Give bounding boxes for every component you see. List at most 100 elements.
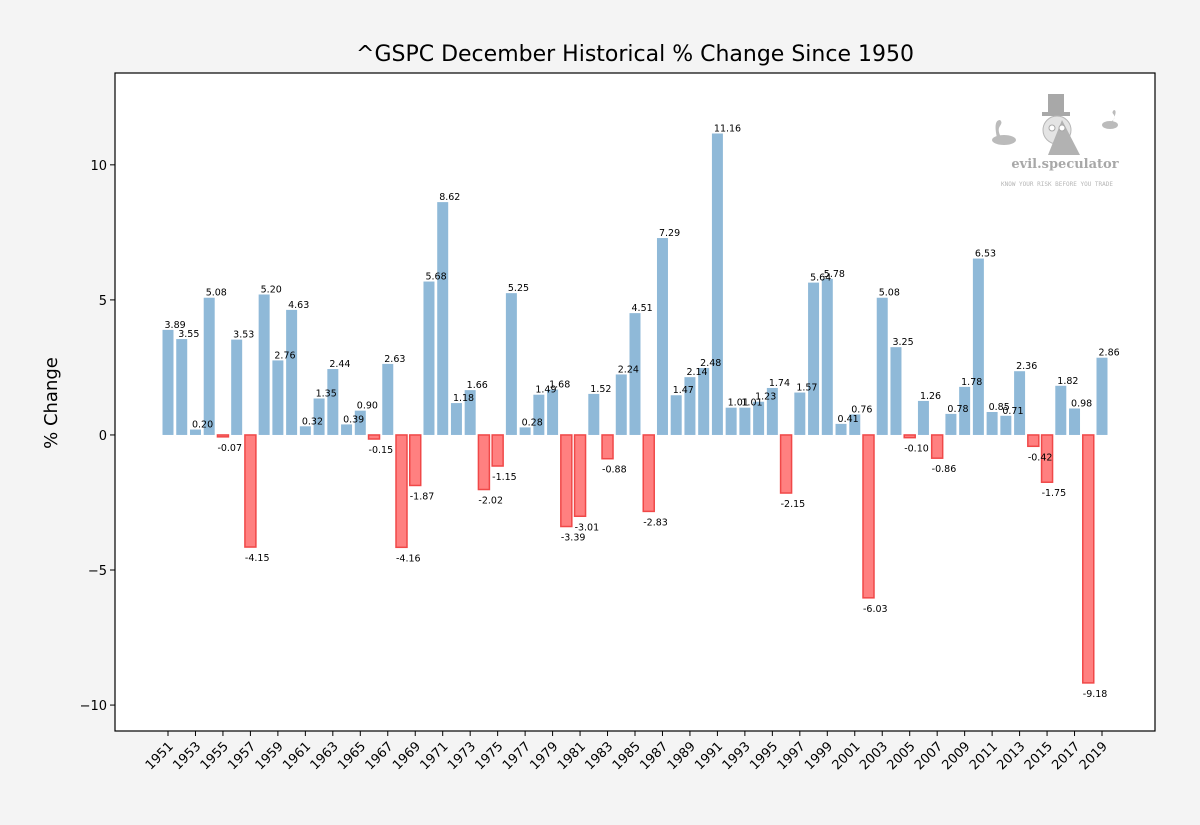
bar-2018 (1082, 434, 1095, 684)
bar-1983 (601, 434, 614, 460)
watermark-tagline: KNOW YOUR RISK BEFORE YOU TRADE (1001, 181, 1113, 188)
data-label-1951: 3.89 (165, 320, 186, 331)
data-label-1984: 2.24 (618, 364, 639, 375)
bar-1988 (670, 395, 682, 435)
y-tick-label: 0 (99, 429, 107, 444)
x-tick-label: 1971 (418, 739, 452, 773)
data-label-1982: 1.52 (590, 384, 611, 395)
data-label-1986: -2.83 (643, 517, 668, 528)
data-label-1957: -4.15 (245, 553, 270, 564)
bar-1996 (779, 434, 793, 494)
bar-1975 (491, 434, 504, 467)
bar-1952 (176, 339, 188, 435)
plot-frame (114, 72, 1156, 732)
bar-1964 (341, 424, 353, 435)
bar-1966 (367, 434, 381, 440)
data-label-2016: 1.82 (1057, 376, 1078, 387)
x-tick-label: 1953 (170, 739, 204, 773)
data-label-1973: 1.66 (467, 380, 488, 391)
bar-1965 (354, 410, 366, 435)
data-label-1970: 5.68 (425, 272, 446, 283)
x-tick-label: 1961 (280, 739, 314, 773)
bar-1961 (299, 426, 311, 435)
bar-1962 (313, 398, 325, 435)
bar-1967 (382, 363, 394, 435)
bar-1954 (203, 297, 215, 435)
x-tick-label: 1977 (500, 739, 534, 773)
x-tick-label: 1987 (637, 739, 671, 773)
data-label-1963: 2.44 (329, 359, 350, 370)
y-axis-label: % Change (41, 357, 62, 449)
x-tick-label: 1985 (610, 739, 644, 773)
data-label-2010: 6.53 (975, 249, 996, 260)
bar-2016 (1055, 385, 1067, 435)
x-tick-label: 1989 (665, 739, 699, 773)
bar-1992 (725, 407, 737, 435)
data-label-1995: 1.74 (769, 378, 790, 389)
bar-1982 (588, 393, 600, 435)
x-tick-label: 1973 (445, 739, 479, 773)
bar-1981 (573, 434, 587, 518)
data-label-1987: 7.29 (659, 228, 680, 239)
data-label-1967: 2.63 (384, 354, 405, 365)
data-label-1980: -3.39 (561, 533, 586, 544)
bar-2003 (876, 297, 888, 435)
data-label-1960: 4.63 (288, 300, 309, 311)
bar-1990 (698, 367, 710, 435)
x-tick-label: 1951 (143, 739, 177, 773)
x-tick-label: 2011 (967, 739, 1001, 773)
x-tick-label: 1983 (582, 739, 616, 773)
data-label-2005: -0.10 (904, 444, 929, 455)
x-tick-label: 1967 (363, 739, 397, 773)
bar-1989 (684, 377, 696, 435)
bar-1994 (753, 401, 765, 435)
data-label-1991: 11.16 (714, 124, 741, 135)
bar-1977 (519, 427, 531, 435)
x-tick-label: 1995 (747, 739, 781, 773)
data-label-2014: -0.42 (1028, 452, 1053, 463)
x-tick-label: 2009 (939, 739, 973, 773)
data-label-1994: 1.23 (755, 392, 776, 403)
bar-2000 (835, 423, 847, 435)
data-label-1955: -0.07 (217, 443, 242, 454)
bar-2008 (945, 413, 957, 435)
x-tick-label: 2007 (912, 739, 946, 773)
data-label-2019: 2.86 (1099, 348, 1120, 359)
data-label-1964: 0.39 (343, 414, 364, 425)
data-label-1968: -4.16 (396, 553, 421, 564)
data-label-1990: 2.48 (700, 358, 721, 369)
bar-2001 (849, 414, 861, 435)
data-label-2002: -6.03 (863, 604, 888, 615)
x-tick-label: 2001 (830, 739, 864, 773)
bar-1953 (189, 429, 201, 435)
bar-1991 (711, 133, 723, 435)
data-label-2018: -9.18 (1083, 689, 1108, 700)
x-tick-label: 2013 (994, 739, 1028, 773)
data-label-1953: 0.20 (192, 420, 213, 431)
top-hat-villain-icon (1042, 94, 1080, 155)
bar-1957 (244, 434, 257, 548)
bar-2005 (903, 434, 916, 439)
x-tick-label: 1969 (390, 739, 424, 773)
bar-2006 (917, 400, 929, 435)
watermark-brand: evil.speculator (1011, 157, 1118, 172)
bar-2011 (986, 411, 998, 435)
x-tick-label: 1955 (198, 739, 232, 773)
bar-1970 (423, 281, 435, 435)
data-label-1958: 5.20 (261, 284, 282, 295)
data-label-1966: -0.15 (369, 445, 394, 456)
bar-1971 (437, 202, 449, 435)
data-label-2001: 0.76 (851, 404, 872, 415)
data-label-1969: -1.87 (410, 491, 435, 502)
data-label-1996: -2.15 (781, 499, 806, 510)
x-tick-label: 2015 (1022, 739, 1056, 773)
bar-1973 (464, 390, 476, 435)
data-label-1997: 1.57 (796, 383, 817, 394)
x-tick-label: 1957 (225, 739, 259, 773)
x-tick-label: 2017 (1049, 739, 1083, 773)
bar-2004 (890, 347, 902, 435)
bar-2010 (972, 258, 984, 435)
bar-1979 (547, 389, 559, 435)
bar-1959 (272, 360, 284, 435)
data-label-1954: 5.08 (206, 288, 227, 299)
